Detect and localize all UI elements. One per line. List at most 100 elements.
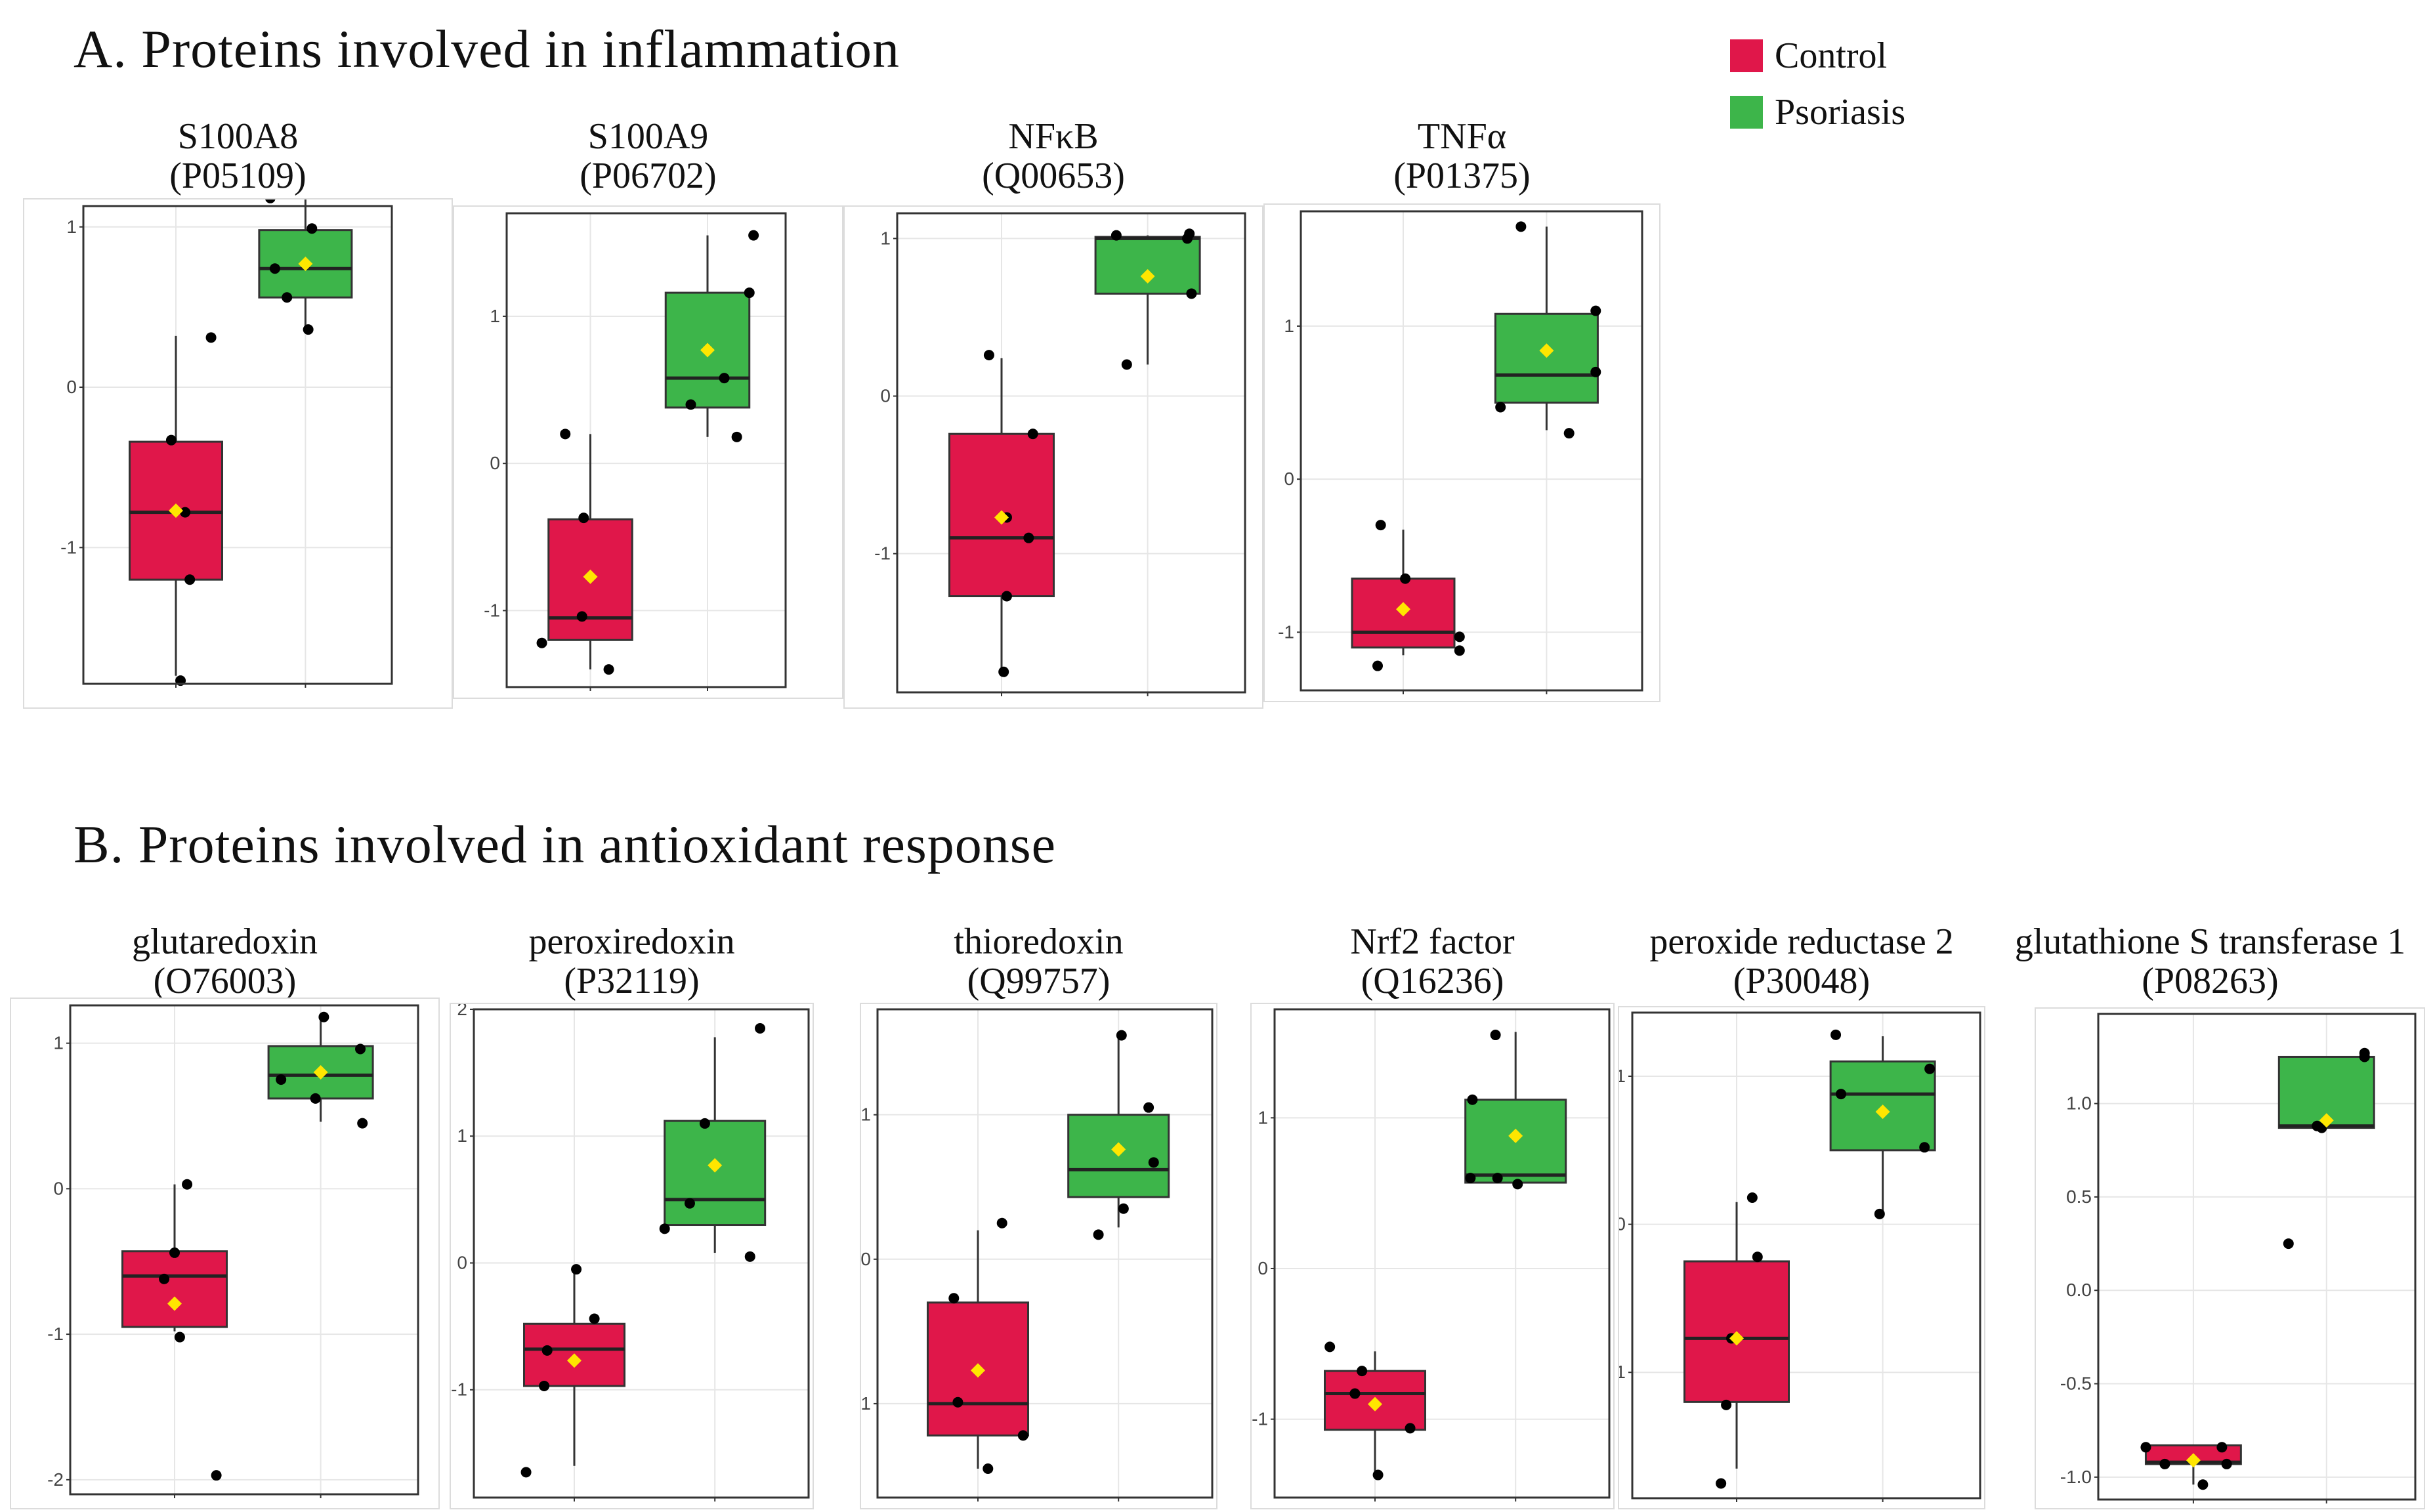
protein-name: glutathione S transferase 1	[2014, 921, 2406, 962]
data-point	[269, 263, 280, 274]
y-tick-label: 0	[457, 1252, 467, 1272]
panel-title: glutaredoxin (O76003)	[10, 922, 440, 1001]
data-point	[541, 1345, 553, 1356]
y-tick-label: 1.0	[2066, 1093, 2092, 1114]
data-point	[1590, 305, 1601, 316]
data-point	[303, 324, 314, 335]
panel-tnfa: TNFα (P01375) -1 0 1	[1263, 112, 1661, 702]
panel-glutathione-s-transferase-1: glutathione S transferase 1 (P08263) -1.…	[1995, 922, 2425, 1509]
data-point	[1093, 1229, 1104, 1240]
section-b-title: B. Proteins involved in antioxidant resp…	[74, 814, 1057, 874]
legend: Control Psoriasis	[1730, 28, 1905, 140]
mean-marker	[313, 1064, 328, 1080]
data-point	[211, 1470, 222, 1481]
data-point	[1121, 359, 1132, 370]
data-point	[1454, 631, 1465, 642]
data-point	[1874, 1208, 1885, 1219]
plot-border	[1631, 1011, 1981, 1500]
data-point	[1023, 532, 1034, 543]
data-point	[1375, 520, 1386, 531]
protein-name: thioredoxin	[954, 921, 1124, 962]
panel-nfkb: NFκB (Q00653) -1 0 1	[843, 112, 1263, 709]
data-point	[1836, 1089, 1846, 1100]
y-tick-label: -2	[47, 1469, 64, 1490]
plot-border	[896, 212, 1246, 694]
mean-marker	[298, 256, 313, 271]
data-point	[1830, 1029, 1842, 1040]
data-point	[169, 1247, 180, 1258]
data-point	[1324, 1341, 1336, 1353]
data-point	[1454, 645, 1465, 656]
mean-marker	[167, 1296, 182, 1311]
data-point	[536, 637, 547, 648]
legend-item-psoriasis: Psoriasis	[1730, 84, 1905, 140]
legend-label-control: Control	[1775, 35, 1888, 76]
panel-title: NFκB (Q00653)	[843, 117, 1263, 196]
data-point	[589, 1313, 600, 1324]
protein-name: TNFα	[1417, 116, 1507, 157]
y-tick-label: 0	[490, 453, 500, 473]
data-point	[1027, 429, 1038, 440]
data-point	[1372, 660, 1383, 671]
panel-title: TNFα (P01375)	[1263, 117, 1661, 196]
uniprot-id: (O76003)	[153, 961, 297, 1001]
mean-marker	[994, 510, 1009, 525]
protein-name: S100A8	[177, 116, 299, 157]
panel-peroxide-reductase-2: peroxide reductase 2 (P30048) -1 0 1	[1618, 922, 1985, 1509]
data-point	[1116, 1030, 1127, 1041]
y-tick-label: -1	[874, 543, 891, 564]
uniprot-id: (Q00653)	[982, 156, 1125, 196]
box-control	[121, 1250, 228, 1328]
data-point	[307, 223, 318, 234]
data-point	[1184, 228, 1195, 240]
mean-marker	[1539, 343, 1554, 358]
panel-title: peroxiredoxin (P32119)	[450, 922, 814, 1001]
data-point	[659, 1223, 670, 1234]
data-point	[748, 230, 759, 241]
y-tick-label: 2	[457, 1004, 467, 1019]
data-point	[744, 1251, 755, 1262]
data-point	[998, 666, 1009, 677]
data-point	[2216, 1442, 2228, 1453]
data-point	[520, 1467, 532, 1478]
y-tick-label: 1	[66, 217, 77, 237]
data-point	[1746, 1192, 1758, 1204]
y-tick-label: 1	[861, 1104, 871, 1125]
mean-marker	[1396, 602, 1410, 617]
data-point	[2221, 1458, 2232, 1469]
legend-label-psoriasis: Psoriasis	[1775, 92, 1906, 133]
data-point	[1590, 366, 1601, 377]
data-point	[2197, 1479, 2209, 1490]
box-psoriasis	[1094, 236, 1201, 295]
mean-marker	[1368, 1396, 1382, 1412]
data-point	[571, 1264, 582, 1275]
panel-title: peroxide reductase 2 (P30048)	[1618, 922, 1985, 1001]
plot-border	[505, 212, 787, 688]
uniprot-id: (P06702)	[580, 156, 717, 196]
y-tick-label: 1	[880, 228, 891, 248]
data-point	[1186, 288, 1197, 299]
data-point	[1752, 1251, 1763, 1263]
y-tick-label: 0	[1619, 1214, 1626, 1234]
uniprot-id: (P05109)	[169, 156, 307, 196]
data-point	[1716, 1478, 1727, 1489]
data-point	[205, 332, 217, 343]
data-point	[282, 292, 293, 303]
plot-border	[1300, 210, 1643, 692]
data-point	[1919, 1142, 1930, 1153]
mean-marker	[583, 569, 598, 584]
protein-name: S100A9	[587, 116, 709, 157]
data-point	[310, 1093, 321, 1104]
data-point	[1357, 1366, 1368, 1377]
legend-item-control: Control	[1730, 28, 1905, 84]
y-tick-label: -0.5	[2060, 1374, 2092, 1394]
protein-name: peroxide reductase 2	[1649, 921, 1954, 962]
data-point	[1495, 402, 1506, 413]
data-point	[1143, 1102, 1154, 1113]
data-point	[1467, 1094, 1478, 1105]
y-tick-label: -1	[451, 1379, 467, 1400]
plot-border	[2097, 1013, 2417, 1501]
data-point	[180, 507, 191, 518]
plot-border	[69, 1004, 419, 1496]
box-psoriasis	[664, 1120, 767, 1227]
